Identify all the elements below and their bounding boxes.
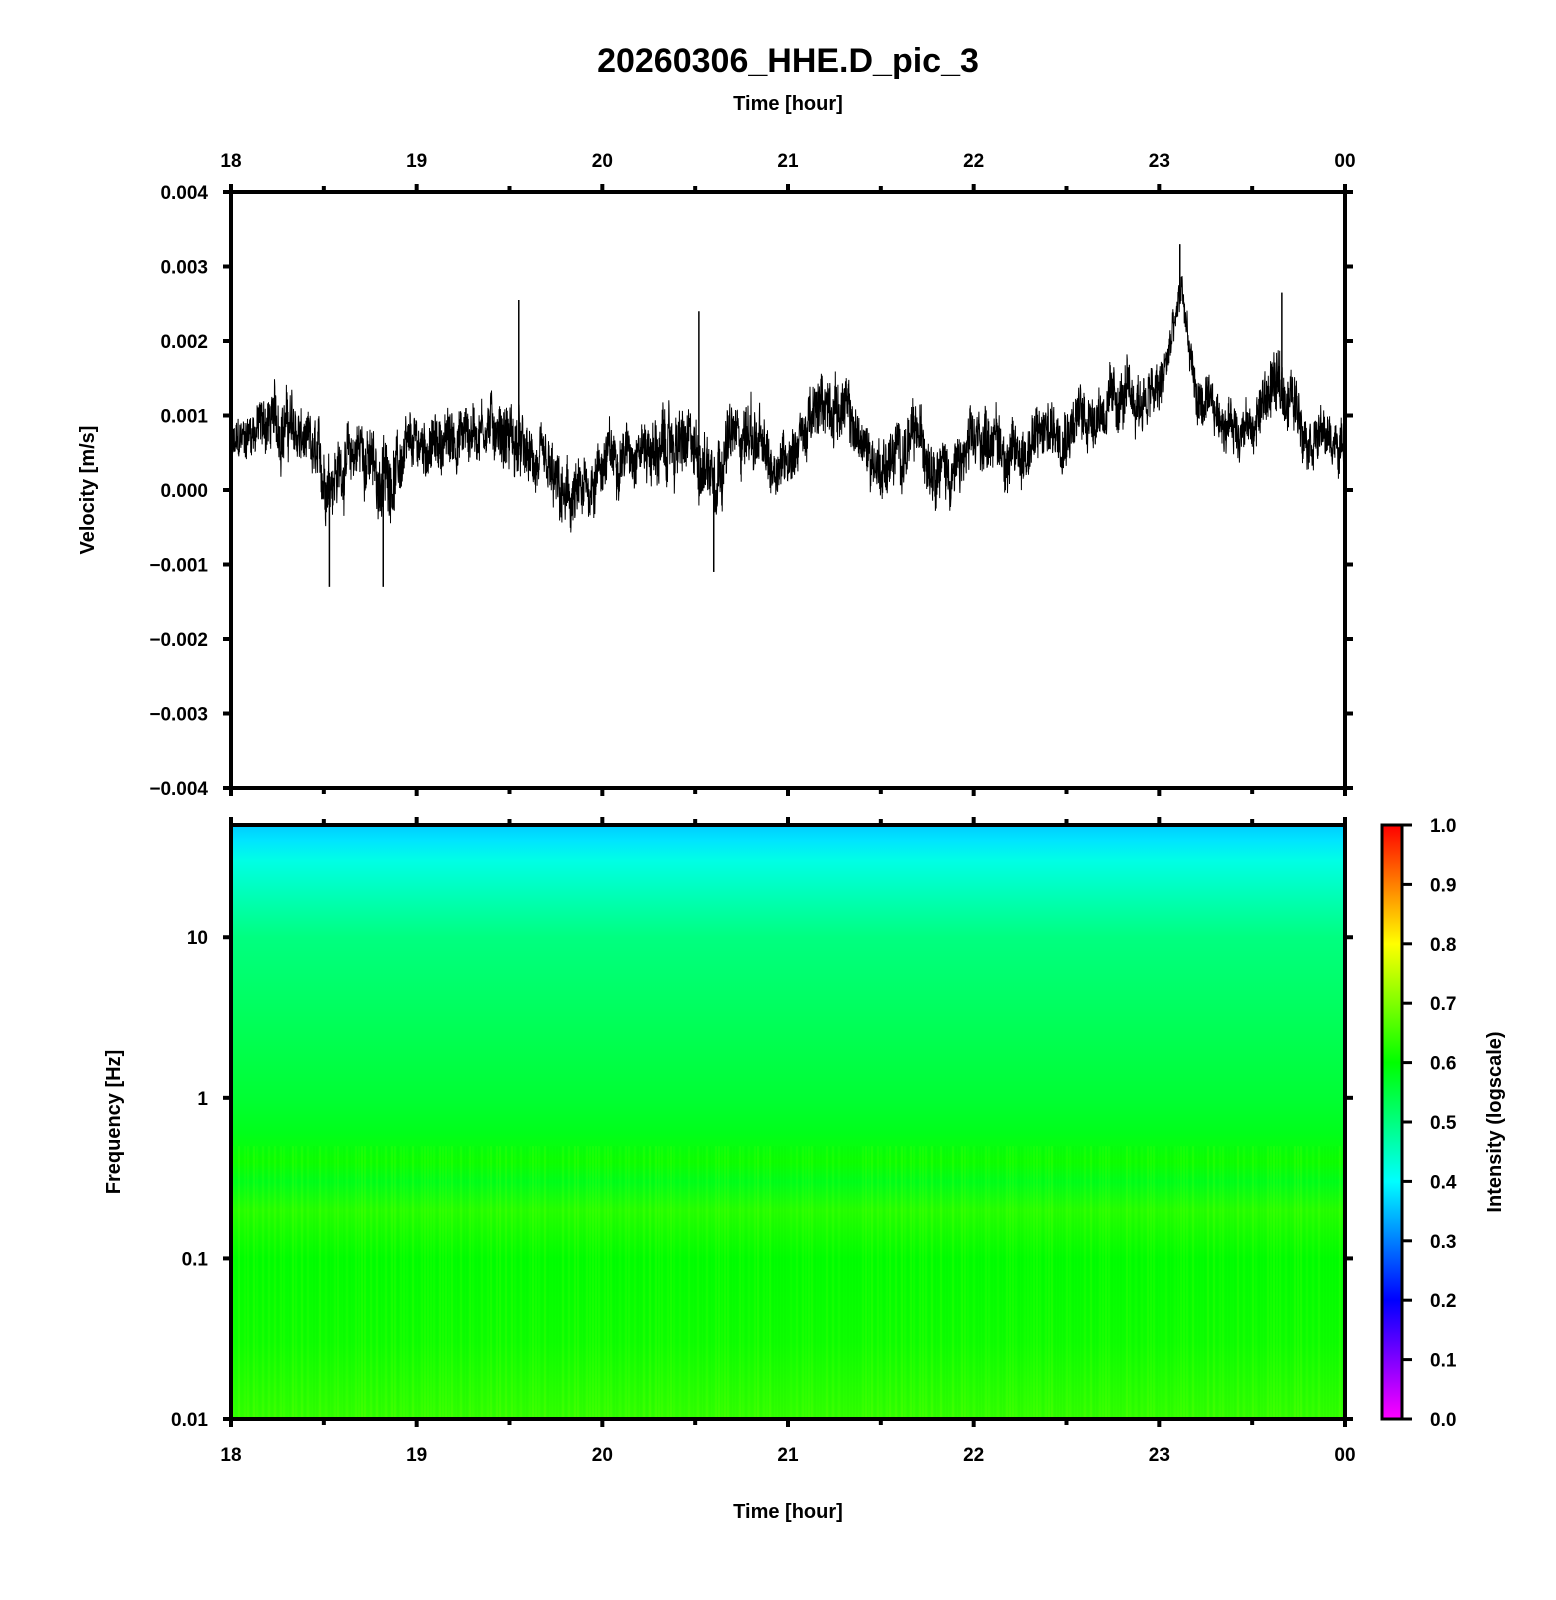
wave-y-tick-label: 0.002: [160, 332, 208, 353]
waveform-y-axis-label: Velocity [m/s]: [77, 426, 99, 555]
wave-y-tick-label: 0.000: [160, 481, 208, 502]
bottom-x-tick-label: 18: [220, 1445, 241, 1466]
waveform-frame: [229, 190, 1347, 790]
colorbar-label: Intensity (logscale): [1484, 1031, 1506, 1212]
chart-title: 20260306_HHE.D_pic_3: [597, 42, 979, 80]
colorbar-tick-label: 0.5: [1430, 1113, 1457, 1134]
waveform-trace: [230, 244, 1346, 587]
wave-y-tick-label: 0.004: [160, 183, 208, 204]
spec-y-tick-label: 10: [187, 928, 208, 949]
colorbar-tick-label: 0.8: [1430, 935, 1456, 956]
spectrogram-ticks: 18 19 20 21 22 23 00 10 1 0.1 0.01: [171, 817, 1356, 1466]
bottom-x-tick-label: 19: [406, 1445, 427, 1466]
spectrogram-heatmap: [231, 825, 1345, 1419]
bottom-x-tick-label: 20: [592, 1445, 613, 1466]
bottom-x-axis-label: Time [hour]: [733, 1501, 843, 1523]
top-x-tick-label: 19: [406, 151, 427, 172]
colorbar: 1.0 0.9 0.8 0.7 0.6 0.5 0.4 0.3 0.2 0.1 0.0 Intens…: [1380, 816, 1506, 1431]
colorbar-tick-label: 0.0: [1430, 1410, 1456, 1431]
spectrogram-frame: [229, 823, 1347, 1421]
spectrogram-texture: [232, 1146, 1344, 1417]
colorbar-tick-label: 0.6: [1430, 1054, 1456, 1075]
top-x-tick-label: 20: [592, 151, 613, 172]
spectrogram-y-axis-label: Frequency [Hz]: [103, 1050, 125, 1194]
wave-y-tick-label: −0.001: [149, 556, 208, 577]
colorbar-ticks: 1.0 0.9 0.8 0.7 0.6 0.5 0.4 0.3 0.2 0.1 0.0: [1402, 816, 1457, 1431]
wave-y-tick-label: −0.002: [149, 630, 208, 651]
top-x-tick-label: 00: [1334, 151, 1355, 172]
wave-y-tick-label: −0.004: [149, 779, 208, 800]
top-x-axis-label: Time [hour]: [733, 93, 843, 115]
top-x-tick-label: 21: [777, 151, 799, 172]
colorbar-tick-label: 0.7: [1430, 994, 1456, 1015]
top-x-tick-label: 18: [220, 151, 241, 172]
colorbar-tick-label: 0.1: [1430, 1351, 1457, 1372]
bottom-x-tick-label: 23: [1149, 1445, 1170, 1466]
spec-y-tick-label: 1: [197, 1089, 208, 1110]
top-x-tick-label: 22: [963, 151, 984, 172]
bottom-x-tick-label: 21: [777, 1445, 799, 1466]
spec-y-tick-label: 0.1: [182, 1249, 209, 1270]
colorbar-tick-label: 0.3: [1430, 1232, 1456, 1253]
spec-y-tick-label: 0.01: [171, 1410, 208, 1431]
waveform-panel: 18 19 20 21 22 23 00 0.004 0.003 0.002 0.001 0.000 −…: [77, 151, 1356, 1425]
colorbar-tick-label: 0.9: [1430, 875, 1456, 896]
colorbar-tick-label: 1.0: [1430, 816, 1456, 837]
colorbar-tick-label: 0.2: [1430, 1291, 1456, 1312]
wave-y-tick-label: 0.001: [160, 407, 208, 428]
wave-y-tick-label: 0.003: [160, 258, 208, 279]
bottom-x-tick-label: 22: [963, 1445, 984, 1466]
bottom-x-tick-label: 00: [1334, 1445, 1355, 1466]
waveform-line: [230, 275, 1346, 533]
top-x-tick-label: 23: [1149, 151, 1170, 172]
colorbar-gradient-bar: [1380, 823, 1404, 1421]
colorbar-tick-label: 0.4: [1430, 1172, 1457, 1193]
wave-y-tick-label: −0.003: [149, 705, 208, 726]
